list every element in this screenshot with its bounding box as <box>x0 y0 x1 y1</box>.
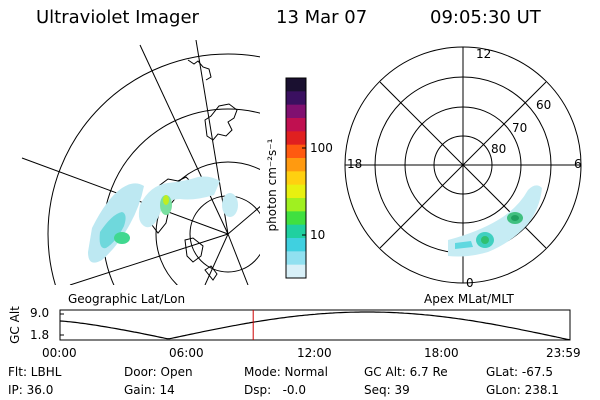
geo-aurora <box>88 176 238 263</box>
colorbar-segment <box>286 78 306 92</box>
colorbar-frame <box>285 77 307 279</box>
time-tick-2359: 23:59 <box>546 346 581 360</box>
colorbar-segment <box>286 184 306 199</box>
colorbar-segment <box>286 224 306 239</box>
altitude-tick-high: 9.0 <box>30 306 50 320</box>
colorbar-segment <box>286 198 306 212</box>
geo-map-label: Geographic Lat/Lon <box>68 292 186 306</box>
altitude-tick-low: 1.8 <box>30 328 50 342</box>
colorbar-segment <box>286 211 306 226</box>
time-tick-1800: 18:00 <box>424 346 459 360</box>
polar-aurora <box>448 185 542 257</box>
altitude-plot <box>59 309 571 341</box>
seq-status: Seq: 39 <box>364 383 410 397</box>
colorbar <box>286 78 306 279</box>
mlat-label-70: 70 <box>512 121 528 135</box>
colorbar-tick-100: 100 <box>310 141 333 155</box>
colorbar-tick-10: 10 <box>310 228 326 242</box>
colorbar-segment <box>286 118 306 132</box>
colorbar-segment <box>286 91 306 106</box>
polar-plot-label: Apex MLat/MLT <box>424 292 514 306</box>
geo-map-panel <box>21 40 260 285</box>
colorbar-segment <box>286 171 306 186</box>
altitude-axis-label: GC Alt <box>8 306 22 344</box>
colorbar-segment <box>286 238 306 252</box>
mlat-label-80: 80 <box>491 142 507 156</box>
time-label: 09:05:30 UT <box>430 7 541 28</box>
glon-status: GLon: 238.1 <box>486 383 559 397</box>
mlt-label-6: 6 <box>574 157 582 171</box>
polar-plot <box>344 46 582 284</box>
dsp-status: Dsp: -0.0 <box>244 383 307 397</box>
glat-status: GLat: -67.5 <box>486 365 553 379</box>
gain-status: Gain: 14 <box>124 383 175 397</box>
mode-status: Mode: Normal <box>244 365 328 379</box>
mlt-label-12: 12 <box>476 47 492 61</box>
colorbar-segment <box>286 131 306 146</box>
door-status: Door: Open <box>124 365 193 379</box>
colorbar-segment <box>286 158 306 172</box>
time-tick-0600: 06:00 <box>169 346 204 360</box>
time-tick-1200: 12:00 <box>297 346 332 360</box>
colorbar-segment <box>286 264 306 279</box>
time-tick-0000: 00:00 <box>42 346 77 360</box>
date-label: 13 Mar 07 <box>276 7 368 28</box>
mlt-label-18: 18 <box>347 157 363 171</box>
ip-status: IP: 36.0 <box>8 383 54 397</box>
filter-status: Flt: LBHL <box>8 365 62 379</box>
mlt-label-0: 0 <box>466 276 474 290</box>
colorbar-segment <box>286 251 306 266</box>
colorbar-segment <box>286 104 306 119</box>
colorbar-unit-label: photon cm⁻²s⁻¹ <box>265 138 279 232</box>
colorbar-segment <box>286 144 306 159</box>
mlat-label-60: 60 <box>536 98 552 112</box>
instrument-title: Ultraviolet Imager <box>36 7 199 28</box>
gc-alt-status: GC Alt: 6.7 Re <box>364 365 448 379</box>
